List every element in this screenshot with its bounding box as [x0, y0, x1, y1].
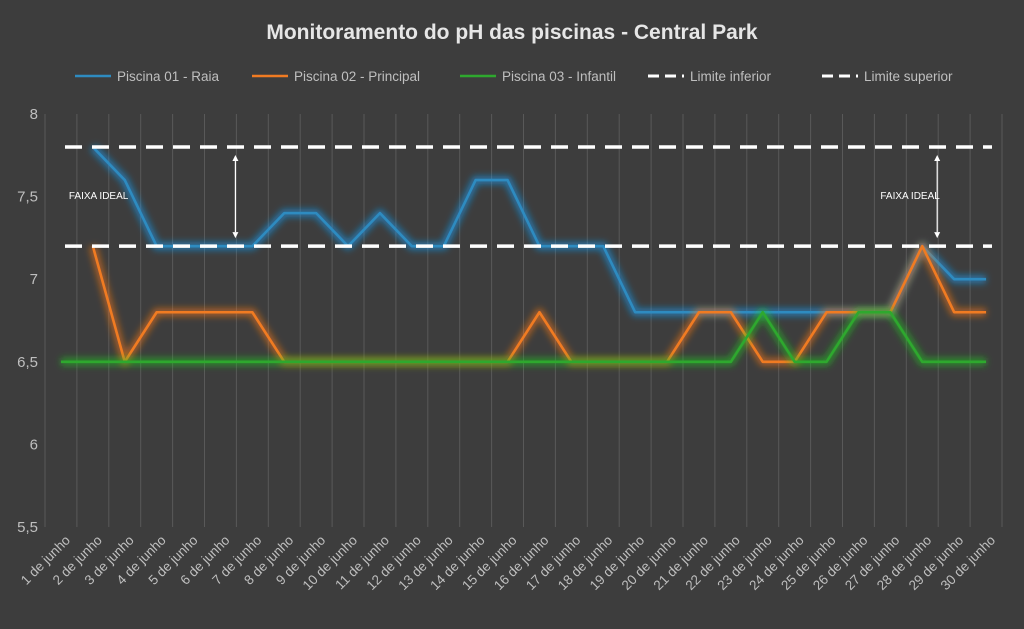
y-tick-label: 6 [30, 436, 38, 453]
y-tick-label: 8 [30, 106, 38, 123]
legend-entry: Piscina 01 - Raia [75, 69, 220, 84]
legend-entry: Limite inferior [648, 69, 772, 84]
legend: Piscina 01 - Raia Piscina 02 - Principal P… [75, 69, 953, 84]
series-piscina-03---infantil [60, 308, 987, 366]
legend-entry: Piscina 03 - Infantil [460, 69, 616, 84]
series-piscina-02---principal [88, 242, 987, 366]
legend-label: Limite superior [864, 69, 953, 84]
series-glow [88, 242, 987, 366]
chart-title: Monitoramento do pH das piscinas - Centr… [266, 21, 758, 44]
y-tick-label: 6,5 [17, 354, 38, 371]
legend-label: Piscina 01 - Raia [117, 69, 220, 84]
annotation-faixa-ideal: FAIXA IDEAL [880, 155, 941, 239]
series-glow [89, 144, 987, 317]
y-axis: 5,5 6 6,5 7 7,5 8 [17, 106, 38, 536]
series-piscina-01---raia [89, 144, 987, 317]
annotation-label: FAIXA IDEAL [69, 191, 129, 202]
annotation-faixa-ideal: FAIXA IDEAL [69, 155, 239, 239]
annotation-label: FAIXA IDEAL [880, 191, 940, 202]
y-tick-label: 7,5 [17, 189, 38, 206]
legend-label: Limite inferior [690, 69, 772, 84]
series-line [91, 146, 987, 314]
legend-label: Piscina 02 - Principal [294, 69, 420, 84]
series-line [91, 244, 987, 364]
annotation-arrow-head-up [232, 155, 239, 162]
y-tick-label: 7 [30, 271, 38, 288]
series-layer [60, 142, 992, 366]
annotation-arrow-head-down [934, 232, 941, 239]
y-tick-label: 5,5 [17, 519, 38, 536]
annotation-layer: FAIXA IDEAL FAIXA IDEAL [69, 155, 941, 239]
grid [44, 114, 1003, 527]
annotation-arrow-head-down [232, 232, 239, 239]
legend-label: Piscina 03 - Infantil [502, 69, 616, 84]
legend-entry: Limite superior [822, 69, 953, 84]
annotation-arrow-head-up [934, 155, 941, 162]
series-line [60, 310, 987, 364]
legend-entry: Piscina 02 - Principal [252, 69, 420, 84]
